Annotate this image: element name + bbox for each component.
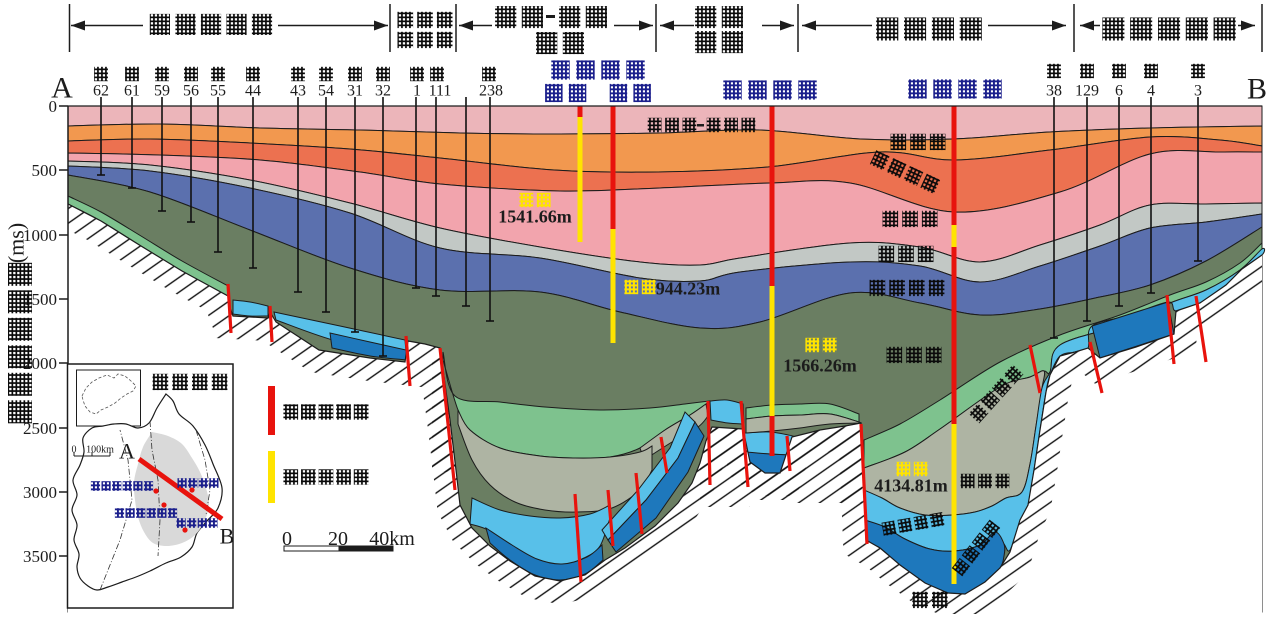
svg-text:2500: 2500 [23, 419, 57, 438]
svg-text:0: 0 [49, 97, 58, 116]
svg-text:3000: 3000 [23, 483, 57, 502]
svg-text:1541.66m: 1541.66m [498, 206, 572, 226]
svg-text:55: 55 [210, 83, 226, 100]
svg-text:111: 111 [429, 83, 452, 100]
svg-text:3: 3 [1194, 83, 1202, 100]
svg-text:129: 129 [1075, 83, 1099, 100]
svg-text:1566.26m: 1566.26m [783, 355, 857, 375]
svg-text:1: 1 [413, 83, 421, 100]
svg-text:A: A [119, 439, 135, 464]
svg-text:4134.81m: 4134.81m [874, 475, 948, 495]
svg-text:238: 238 [479, 83, 503, 100]
svg-text:31: 31 [347, 83, 363, 100]
svg-text:61: 61 [124, 83, 140, 100]
svg-text:B: B [220, 524, 235, 549]
svg-text:0: 0 [282, 528, 292, 550]
svg-text:6: 6 [1115, 83, 1123, 100]
svg-text:44: 44 [245, 83, 261, 100]
svg-text:59: 59 [154, 83, 170, 100]
svg-text:500: 500 [32, 161, 58, 180]
svg-text:100km: 100km [86, 445, 114, 456]
svg-text:944.23m: 944.23m [656, 278, 721, 298]
svg-text:56: 56 [183, 83, 199, 100]
svg-text:3500: 3500 [23, 547, 57, 566]
svg-text:(ms): (ms) [4, 223, 29, 263]
svg-text:B: B [1247, 73, 1267, 106]
svg-text:40km: 40km [369, 528, 415, 550]
svg-text:54: 54 [318, 83, 334, 100]
svg-text:4: 4 [1147, 83, 1155, 100]
svg-text:43: 43 [290, 83, 306, 100]
svg-text:32: 32 [375, 83, 391, 100]
svg-text:38: 38 [1046, 83, 1062, 100]
svg-text:0: 0 [72, 445, 77, 456]
svg-text:20: 20 [328, 528, 348, 550]
svg-text:1000: 1000 [23, 226, 57, 245]
svg-text:A: A [51, 72, 73, 105]
svg-text:62: 62 [93, 83, 109, 100]
